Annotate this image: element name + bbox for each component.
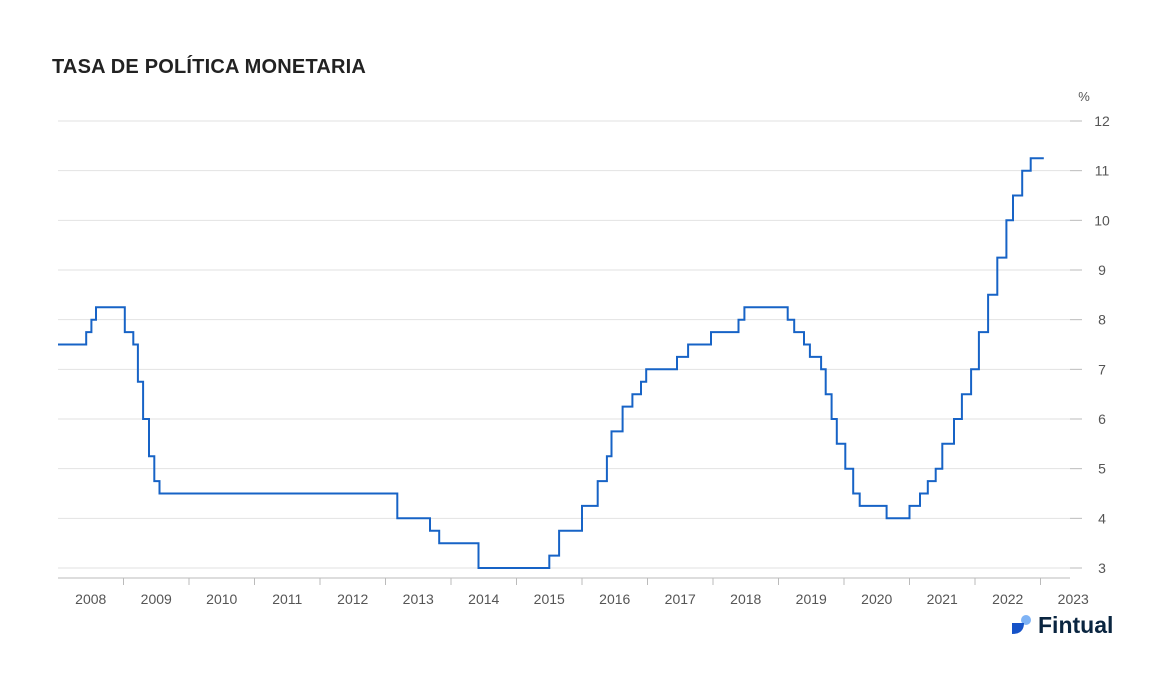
x-tick-label-2023: 2023 bbox=[1058, 591, 1089, 607]
y-axis-tick-labels: 3 4 5 6 7 8 9 10 11 12 bbox=[1070, 113, 1110, 576]
brand-logo: Fintual bbox=[1010, 612, 1113, 638]
x-tick-label-2010: 2010 bbox=[206, 591, 237, 607]
y-tick-label-8: 8 bbox=[1098, 312, 1106, 328]
y-tick-label-7: 7 bbox=[1098, 361, 1106, 377]
y-tick-label-12: 12 bbox=[1094, 113, 1110, 129]
x-tick-label-2011: 2011 bbox=[272, 591, 302, 607]
brand-name: Fintual bbox=[1038, 611, 1114, 638]
y-tick-label-6: 6 bbox=[1098, 411, 1106, 427]
x-tick-label-2021: 2021 bbox=[927, 591, 958, 607]
grid-lines bbox=[58, 120, 1070, 569]
x-tick-label-2019: 2019 bbox=[796, 591, 827, 607]
x-axis: 2008 2009 2010 2011 2012 2013 2014 2015 2016 2017… bbox=[58, 577, 1089, 607]
x-tick-label-2020: 2020 bbox=[861, 591, 892, 607]
fintual-logo-icon bbox=[1012, 615, 1031, 634]
y-tick-label-11: 11 bbox=[1095, 163, 1110, 179]
y-tick-label-5: 5 bbox=[1098, 461, 1106, 477]
y-tick-label-3: 3 bbox=[1098, 560, 1106, 576]
x-tick-label-2013: 2013 bbox=[403, 591, 434, 607]
x-tick-label-2009: 2009 bbox=[141, 591, 172, 607]
x-tick-label-2022: 2022 bbox=[992, 591, 1023, 607]
y-axis-unit-label: % bbox=[1078, 89, 1090, 104]
x-tick-label-2016: 2016 bbox=[599, 591, 630, 607]
x-tick-label-2014: 2014 bbox=[468, 591, 499, 607]
y-tick-label-9: 9 bbox=[1098, 262, 1106, 278]
x-tick-label-2012: 2012 bbox=[337, 591, 368, 607]
y-tick-label-4: 4 bbox=[1098, 510, 1106, 526]
page-title: TASA DE POLÍTICA MONETARIA bbox=[52, 56, 367, 78]
series-line bbox=[58, 157, 1044, 569]
x-tick-label-2015: 2015 bbox=[534, 591, 565, 607]
x-tick-label-2017: 2017 bbox=[665, 591, 696, 607]
x-tick-label-2008: 2008 bbox=[75, 591, 106, 607]
x-tick-label-2018: 2018 bbox=[730, 591, 761, 607]
y-tick-label-10: 10 bbox=[1094, 212, 1110, 228]
